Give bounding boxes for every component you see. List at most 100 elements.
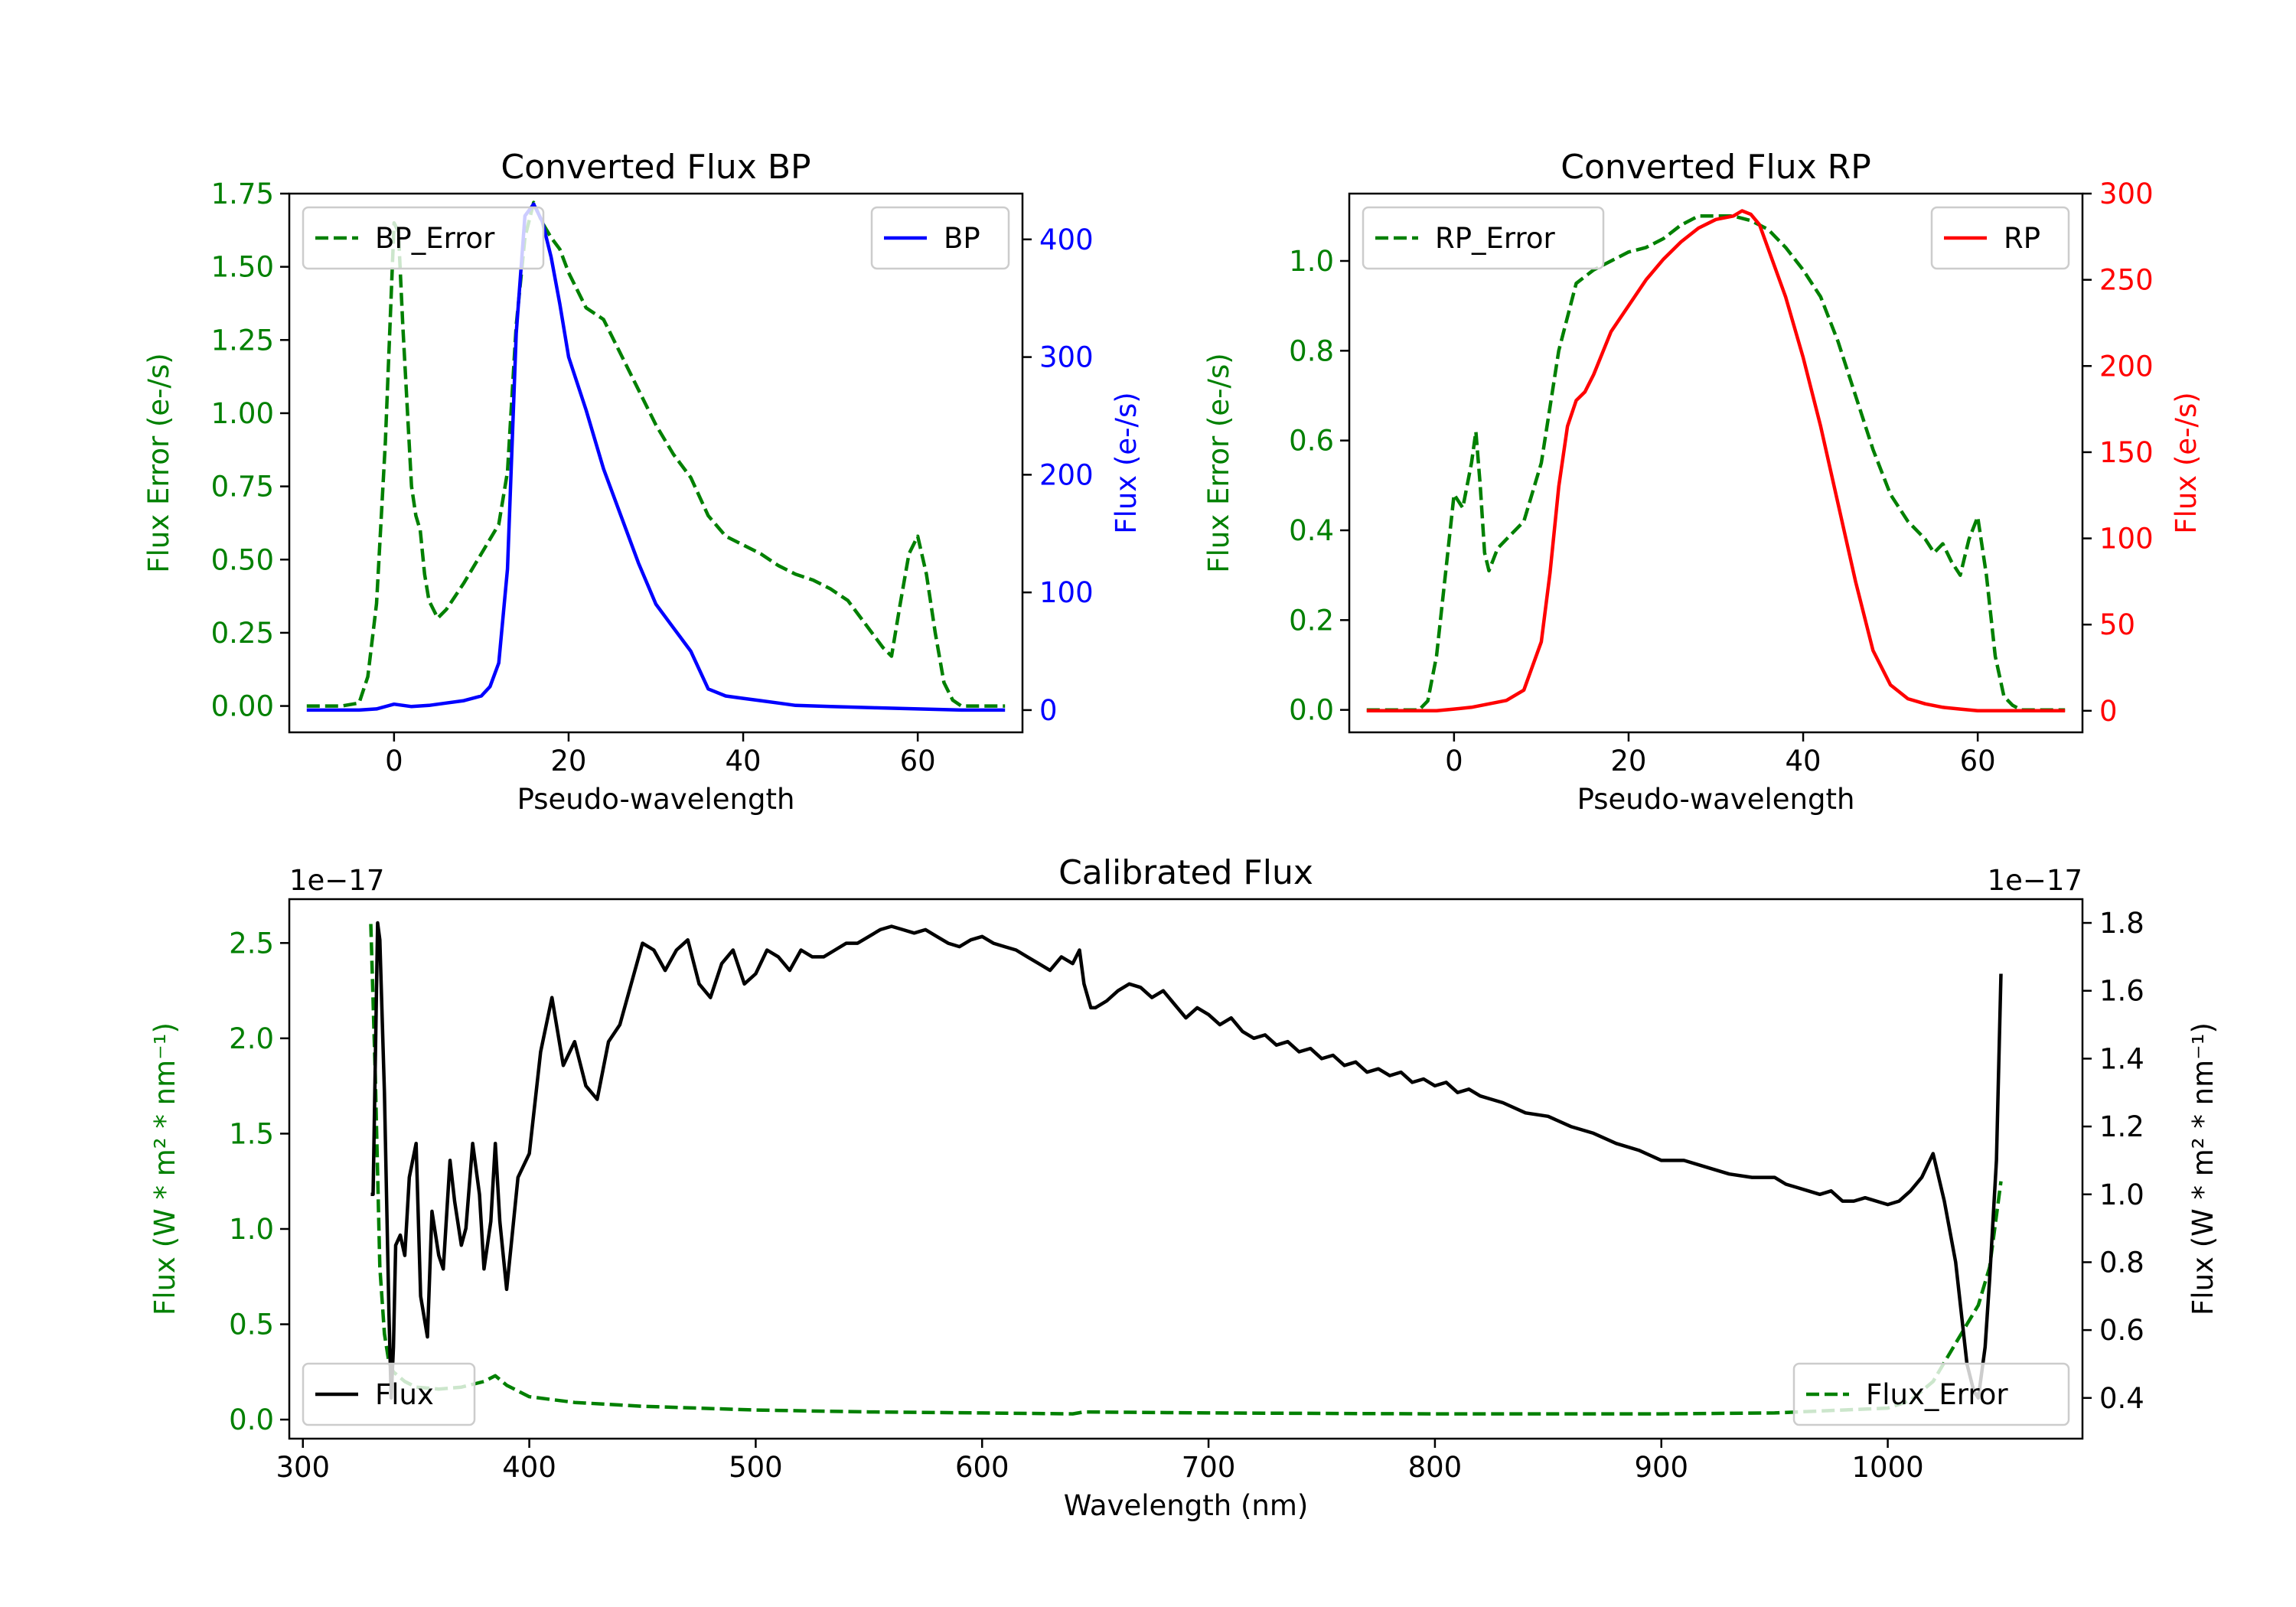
y-right-tick-label: 1.0 bbox=[2099, 1178, 2144, 1211]
legend-label: Flux_Error bbox=[1866, 1378, 2008, 1411]
y-left-tick-label: 0.8 bbox=[1289, 334, 1334, 367]
y-right-offset-label: 1e−17 bbox=[1988, 864, 2082, 897]
legend-right: Flux_Error bbox=[1792, 1362, 2070, 1426]
y-left-tick-label: 0.2 bbox=[1289, 604, 1334, 637]
y-right-tick-label: 50 bbox=[2099, 608, 2135, 641]
x-tick-label: 800 bbox=[1408, 1451, 1463, 1484]
y-right-tick-label: 1.2 bbox=[2099, 1110, 2144, 1143]
chart-title: Converted Flux BP bbox=[501, 148, 810, 187]
y-right-tick-label: 0.4 bbox=[2099, 1382, 2144, 1415]
y-left-tick-label: 1.0 bbox=[229, 1213, 274, 1246]
axes-frame bbox=[1348, 192, 2084, 734]
y-left-tick-label: 0.5 bbox=[229, 1309, 274, 1341]
legend-box bbox=[1362, 206, 1605, 270]
series-line-rp bbox=[1366, 209, 2066, 713]
x-tick-label: 0 bbox=[385, 745, 403, 777]
y-right-tick-label: 150 bbox=[2099, 436, 2154, 469]
y-left-axis-label: Flux Error (e-/s) bbox=[1202, 353, 1235, 572]
y-left-tick-label: 2.5 bbox=[229, 927, 274, 960]
y-right-tick-label: 300 bbox=[2099, 178, 2154, 210]
y-right-tick-label: 250 bbox=[2099, 264, 2154, 297]
legend-label: BP bbox=[944, 222, 980, 255]
y-left-tick-label: 0.00 bbox=[211, 690, 274, 723]
y-left-tick-label: 1.75 bbox=[211, 178, 274, 210]
series-line-bp bbox=[306, 202, 1006, 712]
x-axis-label: Pseudo-wavelength bbox=[517, 783, 795, 816]
x-tick-label: 600 bbox=[955, 1451, 1009, 1484]
y-left-tick-label: 0.0 bbox=[229, 1403, 274, 1436]
legend-box bbox=[1792, 1362, 2070, 1426]
y-right-tick-label: 0.6 bbox=[2099, 1314, 2144, 1347]
legend-box bbox=[1930, 206, 2070, 270]
y-left-tick-label: 0.4 bbox=[1289, 514, 1334, 547]
y-right-axis-label: Flux (e-/s) bbox=[2170, 392, 2203, 533]
y-right-tick-label: 0.8 bbox=[2099, 1246, 2144, 1279]
legend-label: Flux bbox=[375, 1378, 434, 1411]
legend-label: RP_Error bbox=[1435, 222, 1555, 255]
y-right-tick-label: 0 bbox=[2099, 695, 2118, 728]
axes-frame bbox=[288, 192, 1024, 734]
legend-left: BP_Error bbox=[302, 206, 545, 270]
rp-panel: 0 20 40 60 0.0 0.2 0.4 0.6 0.8 1.0 0 50 100 150 200 250… bbox=[1202, 148, 2203, 816]
y-right-axis-label: Flux (W * m² * nm⁻¹) bbox=[2187, 1022, 2219, 1315]
chart-title: Calibrated Flux bbox=[1058, 853, 1313, 892]
legend-left: RP_Error bbox=[1362, 206, 1605, 270]
x-tick-label: 700 bbox=[1182, 1451, 1236, 1484]
legend-right: RP bbox=[1930, 206, 2070, 270]
legend-box bbox=[870, 206, 1010, 270]
axes-frame bbox=[288, 898, 2084, 1440]
legend-right: BP bbox=[870, 206, 1010, 270]
y-right-tick-label: 1.8 bbox=[2099, 907, 2144, 940]
legend-label: RP bbox=[2004, 222, 2040, 255]
y-left-axis-label: Flux Error (e-/s) bbox=[142, 353, 175, 572]
y-right-tick-label: 100 bbox=[1039, 576, 1094, 609]
y-left-tick-label: 1.5 bbox=[229, 1117, 274, 1150]
x-tick-label: 20 bbox=[1610, 745, 1646, 777]
chart-title: Converted Flux RP bbox=[1561, 148, 1871, 187]
x-tick-label: 300 bbox=[276, 1451, 330, 1484]
x-tick-label: 60 bbox=[900, 745, 936, 777]
x-tick-label: 400 bbox=[502, 1451, 556, 1484]
y-right-tick-label: 200 bbox=[2099, 350, 2154, 383]
y-left-tick-label: 2.0 bbox=[229, 1022, 274, 1055]
y-left-tick-label: 0.6 bbox=[1289, 425, 1334, 458]
x-tick-label: 60 bbox=[1960, 745, 1996, 777]
y-left-tick-label: 0.0 bbox=[1289, 694, 1334, 727]
y-left-axis-label: Flux (W * m² * nm⁻¹) bbox=[148, 1022, 181, 1315]
series-line-bp-error bbox=[306, 200, 1006, 708]
y-right-tick-label: 1.6 bbox=[2099, 975, 2144, 1008]
y-right-tick-label: 100 bbox=[2099, 523, 2154, 556]
x-tick-label: 1000 bbox=[1851, 1451, 1923, 1484]
x-axis-label: Wavelength (nm) bbox=[1064, 1489, 1309, 1522]
series-line-rp-error bbox=[1366, 214, 2066, 712]
y-right-tick-label: 200 bbox=[1039, 458, 1094, 491]
y-left-tick-label: 0.25 bbox=[211, 617, 274, 650]
calibrated-panel: 300 400 500 600 700 800 900 1000 0.0 0.5 1.0 1.5 2.0… bbox=[148, 853, 2219, 1522]
y-right-tick-label: 0 bbox=[1039, 694, 1058, 727]
y-left-tick-label: 0.50 bbox=[211, 543, 274, 576]
y-left-tick-label: 1.25 bbox=[211, 324, 274, 357]
y-right-tick-label: 1.4 bbox=[2099, 1042, 2144, 1075]
x-tick-label: 20 bbox=[550, 745, 586, 777]
legend-box bbox=[302, 1362, 476, 1426]
legend-left: Flux bbox=[302, 1362, 476, 1426]
y-left-tick-label: 1.50 bbox=[211, 251, 274, 284]
bp-panel: 0 20 40 60 0.00 0.25 0.50 0.75 1.00 1.25 1.50 1.75 0… bbox=[142, 148, 1143, 816]
x-tick-label: 500 bbox=[729, 1451, 783, 1484]
y-right-tick-label: 300 bbox=[1039, 341, 1094, 374]
x-tick-label: 0 bbox=[1445, 745, 1463, 777]
x-axis-label: Pseudo-wavelength bbox=[1577, 783, 1855, 816]
x-tick-label: 40 bbox=[1786, 745, 1821, 777]
y-right-tick-label: 400 bbox=[1039, 223, 1094, 256]
y-right-axis-label: Flux (e-/s) bbox=[1110, 392, 1143, 533]
x-tick-label: 900 bbox=[1634, 1451, 1688, 1484]
legend-box bbox=[302, 206, 545, 270]
y-left-tick-label: 0.75 bbox=[211, 471, 274, 504]
series-line-flux-error bbox=[369, 924, 2003, 1416]
x-tick-label: 40 bbox=[726, 745, 762, 777]
y-left-offset-label: 1e−17 bbox=[289, 864, 384, 897]
legend-label: BP_Error bbox=[375, 222, 495, 255]
y-left-tick-label: 1.00 bbox=[211, 397, 274, 430]
series-line-flux bbox=[370, 921, 2003, 1400]
